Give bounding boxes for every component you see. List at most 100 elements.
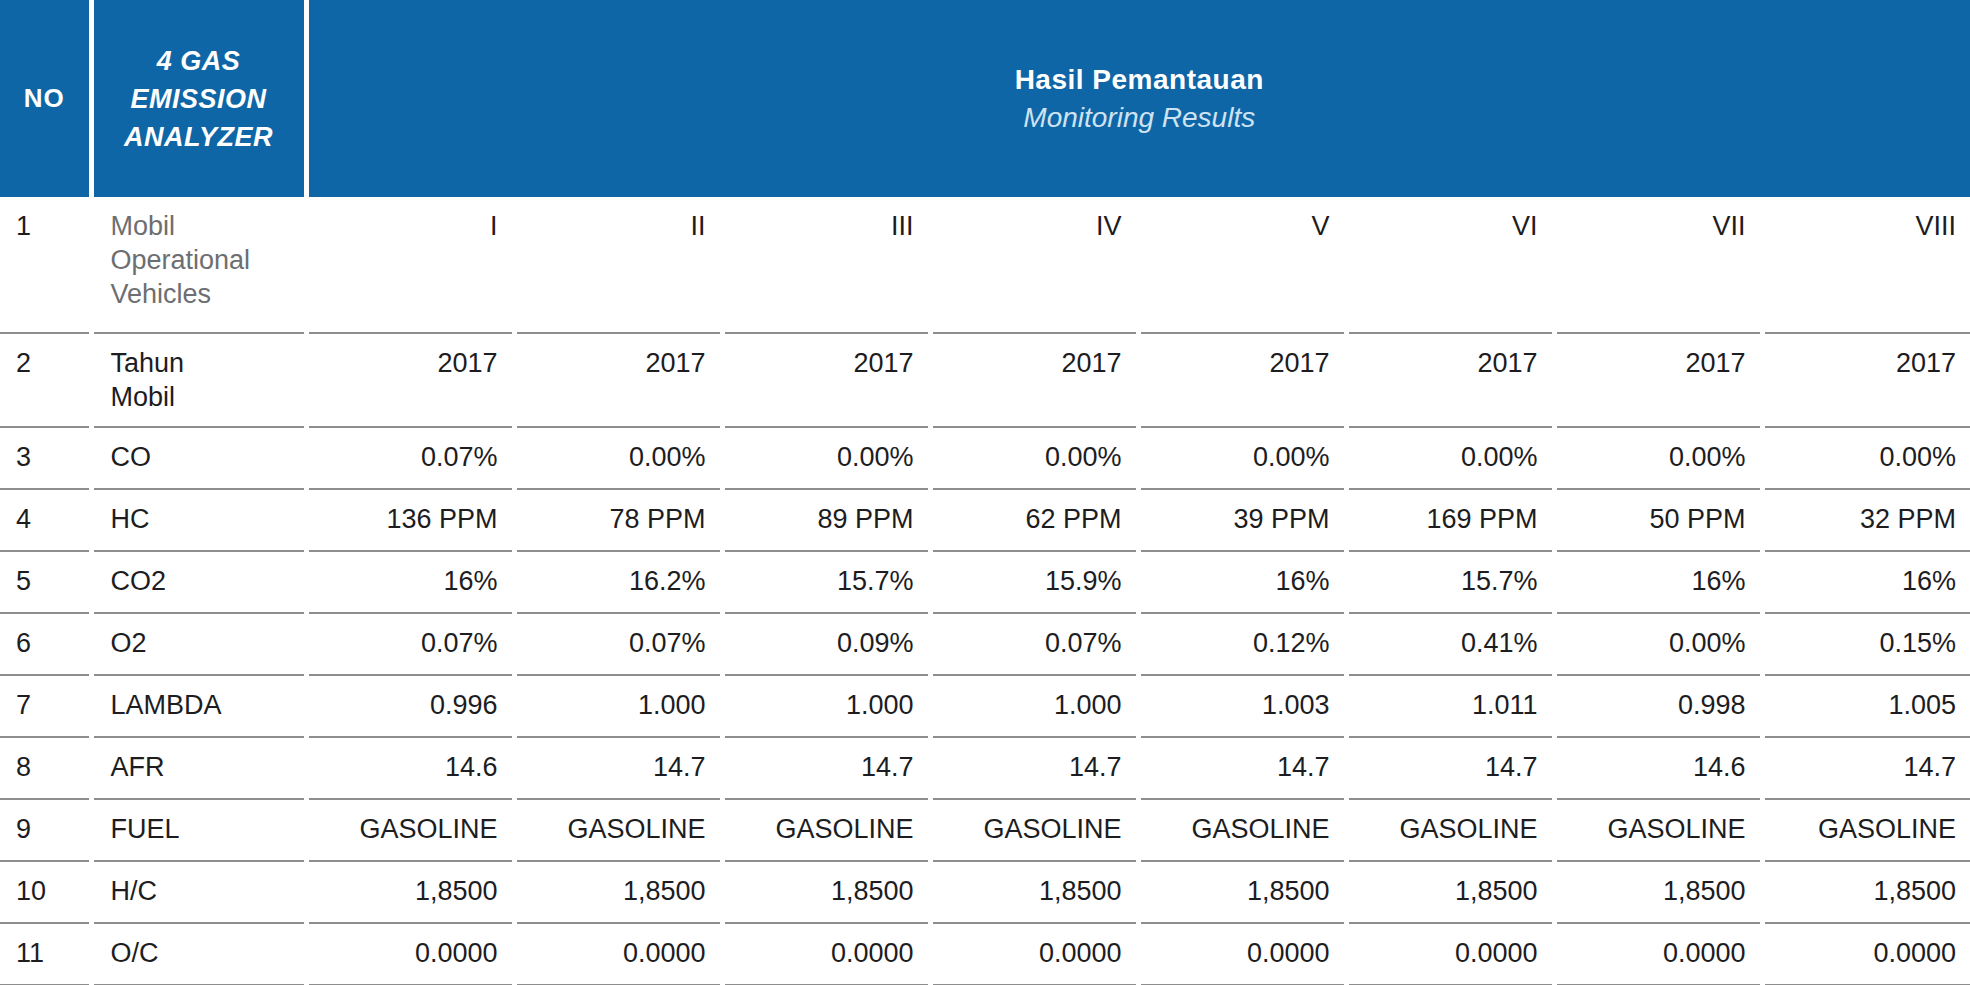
value-cell: 14.6 bbox=[306, 737, 514, 799]
value-cell: 1,8500 bbox=[722, 861, 930, 923]
value-cell: 2017 bbox=[1762, 333, 1970, 427]
value-cell: II bbox=[514, 197, 722, 333]
value-cell: 50 PPM bbox=[1554, 489, 1762, 551]
value-cell: 0.12% bbox=[1138, 613, 1346, 675]
value-cell: GASOLINE bbox=[1138, 799, 1346, 861]
value-cell: 0.00% bbox=[514, 427, 722, 489]
value-cell: 1.005 bbox=[1762, 675, 1970, 737]
table-row: 4 HC 136 PPM 78 PPM89 PPM62 PPM39 PPM169… bbox=[0, 489, 1970, 551]
value-cell: 0.41% bbox=[1346, 613, 1554, 675]
value-cell: 0.0000 bbox=[722, 923, 930, 985]
value-cell: 1,8500 bbox=[1346, 861, 1554, 923]
value-cell: GASOLINE bbox=[1554, 799, 1762, 861]
value-cell: VI bbox=[1346, 197, 1554, 333]
value-cell: 0.00% bbox=[930, 427, 1138, 489]
row-number: 4 bbox=[0, 489, 91, 551]
table-row: 3 CO 0.07% 0.00%0.00%0.00%0.00%0.00%0.00… bbox=[0, 427, 1970, 489]
value-cell: 1,8500 bbox=[1554, 861, 1762, 923]
value-cell: 16% bbox=[1138, 551, 1346, 613]
value-cell: 1.011 bbox=[1346, 675, 1554, 737]
value-cell: 16% bbox=[306, 551, 514, 613]
table-row: 11 O/C 0.0000 0.00000.00000.00000.00000.… bbox=[0, 923, 1970, 985]
table-row: 1 Mobil Operational Vehicles I IIIIIIVVV… bbox=[0, 197, 1970, 333]
value-cell: GASOLINE bbox=[722, 799, 930, 861]
value-cell: 2017 bbox=[514, 333, 722, 427]
value-cell: 0.07% bbox=[930, 613, 1138, 675]
value-cell: 0.0000 bbox=[1762, 923, 1970, 985]
row-label: FUEL bbox=[91, 799, 306, 861]
header-analyzer: 4 GAS EMISSION ANALYZER bbox=[91, 0, 306, 197]
value-cell: 62 PPM bbox=[930, 489, 1138, 551]
row-label: Tahun Mobil bbox=[91, 333, 306, 427]
value-cell: 0.00% bbox=[1554, 427, 1762, 489]
value-cell: 14.7 bbox=[1138, 737, 1346, 799]
value-cell: GASOLINE bbox=[306, 799, 514, 861]
value-cell: 14.7 bbox=[1762, 737, 1970, 799]
row-label: LAMBDA bbox=[91, 675, 306, 737]
row-number: 5 bbox=[0, 551, 91, 613]
value-cell: 0.998 bbox=[1554, 675, 1762, 737]
value-cell: 39 PPM bbox=[1138, 489, 1346, 551]
value-cell: 0.00% bbox=[722, 427, 930, 489]
emission-monitoring-table: NO 4 GAS EMISSION ANALYZER Hasil Pemanta… bbox=[0, 0, 1970, 985]
value-cell: 0.07% bbox=[306, 613, 514, 675]
value-cell: 2017 bbox=[1346, 333, 1554, 427]
value-cell: 1,8500 bbox=[930, 861, 1138, 923]
value-cell: 0.0000 bbox=[1346, 923, 1554, 985]
value-cell: 0.09% bbox=[722, 613, 930, 675]
value-cell: 0.0000 bbox=[1138, 923, 1346, 985]
table-header: NO 4 GAS EMISSION ANALYZER Hasil Pemanta… bbox=[0, 0, 1970, 197]
value-cell: 14.6 bbox=[1554, 737, 1762, 799]
value-cell: 16.2% bbox=[514, 551, 722, 613]
value-cell: 1,8500 bbox=[1138, 861, 1346, 923]
row-label: Mobil Operational Vehicles bbox=[91, 197, 306, 333]
value-cell: 16% bbox=[1762, 551, 1970, 613]
value-cell: 0.07% bbox=[306, 427, 514, 489]
row-number: 3 bbox=[0, 427, 91, 489]
table-row: 5 CO2 16% 16.2%15.7%15.9%16%15.7%16%16% bbox=[0, 551, 1970, 613]
value-cell: V bbox=[1138, 197, 1346, 333]
table-row: 2 Tahun Mobil 2017 201720172017201720172… bbox=[0, 333, 1970, 427]
value-cell: 89 PPM bbox=[722, 489, 930, 551]
table-row: 9 FUEL GASOLINE GASOLINEGASOLINEGASOLINE… bbox=[0, 799, 1970, 861]
row-number: 6 bbox=[0, 613, 91, 675]
value-cell: 1,8500 bbox=[1762, 861, 1970, 923]
header-results: Hasil Pemantauan Monitoring Results bbox=[306, 0, 1970, 197]
value-cell: 0.996 bbox=[306, 675, 514, 737]
value-cell: 78 PPM bbox=[514, 489, 722, 551]
value-cell: 2017 bbox=[1138, 333, 1346, 427]
value-cell: 15.9% bbox=[930, 551, 1138, 613]
row-number: 7 bbox=[0, 675, 91, 737]
value-cell: 0.0000 bbox=[930, 923, 1138, 985]
value-cell: VII bbox=[1554, 197, 1762, 333]
value-cell: 2017 bbox=[722, 333, 930, 427]
value-cell: 14.7 bbox=[514, 737, 722, 799]
value-cell: GASOLINE bbox=[1762, 799, 1970, 861]
table-row: 8 AFR 14.6 14.714.714.714.714.714.614.7 bbox=[0, 737, 1970, 799]
value-cell: 1,8500 bbox=[306, 861, 514, 923]
value-cell: III bbox=[722, 197, 930, 333]
table-row: 6 O2 0.07% 0.07%0.09%0.07%0.12%0.41%0.00… bbox=[0, 613, 1970, 675]
value-cell: I bbox=[306, 197, 514, 333]
row-label: O2 bbox=[91, 613, 306, 675]
value-cell: GASOLINE bbox=[1346, 799, 1554, 861]
value-cell: 1.000 bbox=[722, 675, 930, 737]
value-cell: VIII bbox=[1762, 197, 1970, 333]
value-cell: 15.7% bbox=[1346, 551, 1554, 613]
value-cell: 1.003 bbox=[1138, 675, 1346, 737]
row-number: 1 bbox=[0, 197, 91, 333]
row-label: HC bbox=[91, 489, 306, 551]
value-cell: 0.0000 bbox=[306, 923, 514, 985]
row-label: H/C bbox=[91, 861, 306, 923]
value-cell: 169 PPM bbox=[1346, 489, 1554, 551]
value-cell: 0.00% bbox=[1346, 427, 1554, 489]
value-cell: 0.0000 bbox=[1554, 923, 1762, 985]
value-cell: 2017 bbox=[930, 333, 1138, 427]
table-row: 10 H/C 1,8500 1,85001,85001,85001,85001,… bbox=[0, 861, 1970, 923]
value-cell: 16% bbox=[1554, 551, 1762, 613]
row-label: O/C bbox=[91, 923, 306, 985]
value-cell: 0.00% bbox=[1762, 427, 1970, 489]
row-number: 9 bbox=[0, 799, 91, 861]
value-cell: 1,8500 bbox=[514, 861, 722, 923]
table-row: 7 LAMBDA 0.996 1.0001.0001.0001.0031.011… bbox=[0, 675, 1970, 737]
